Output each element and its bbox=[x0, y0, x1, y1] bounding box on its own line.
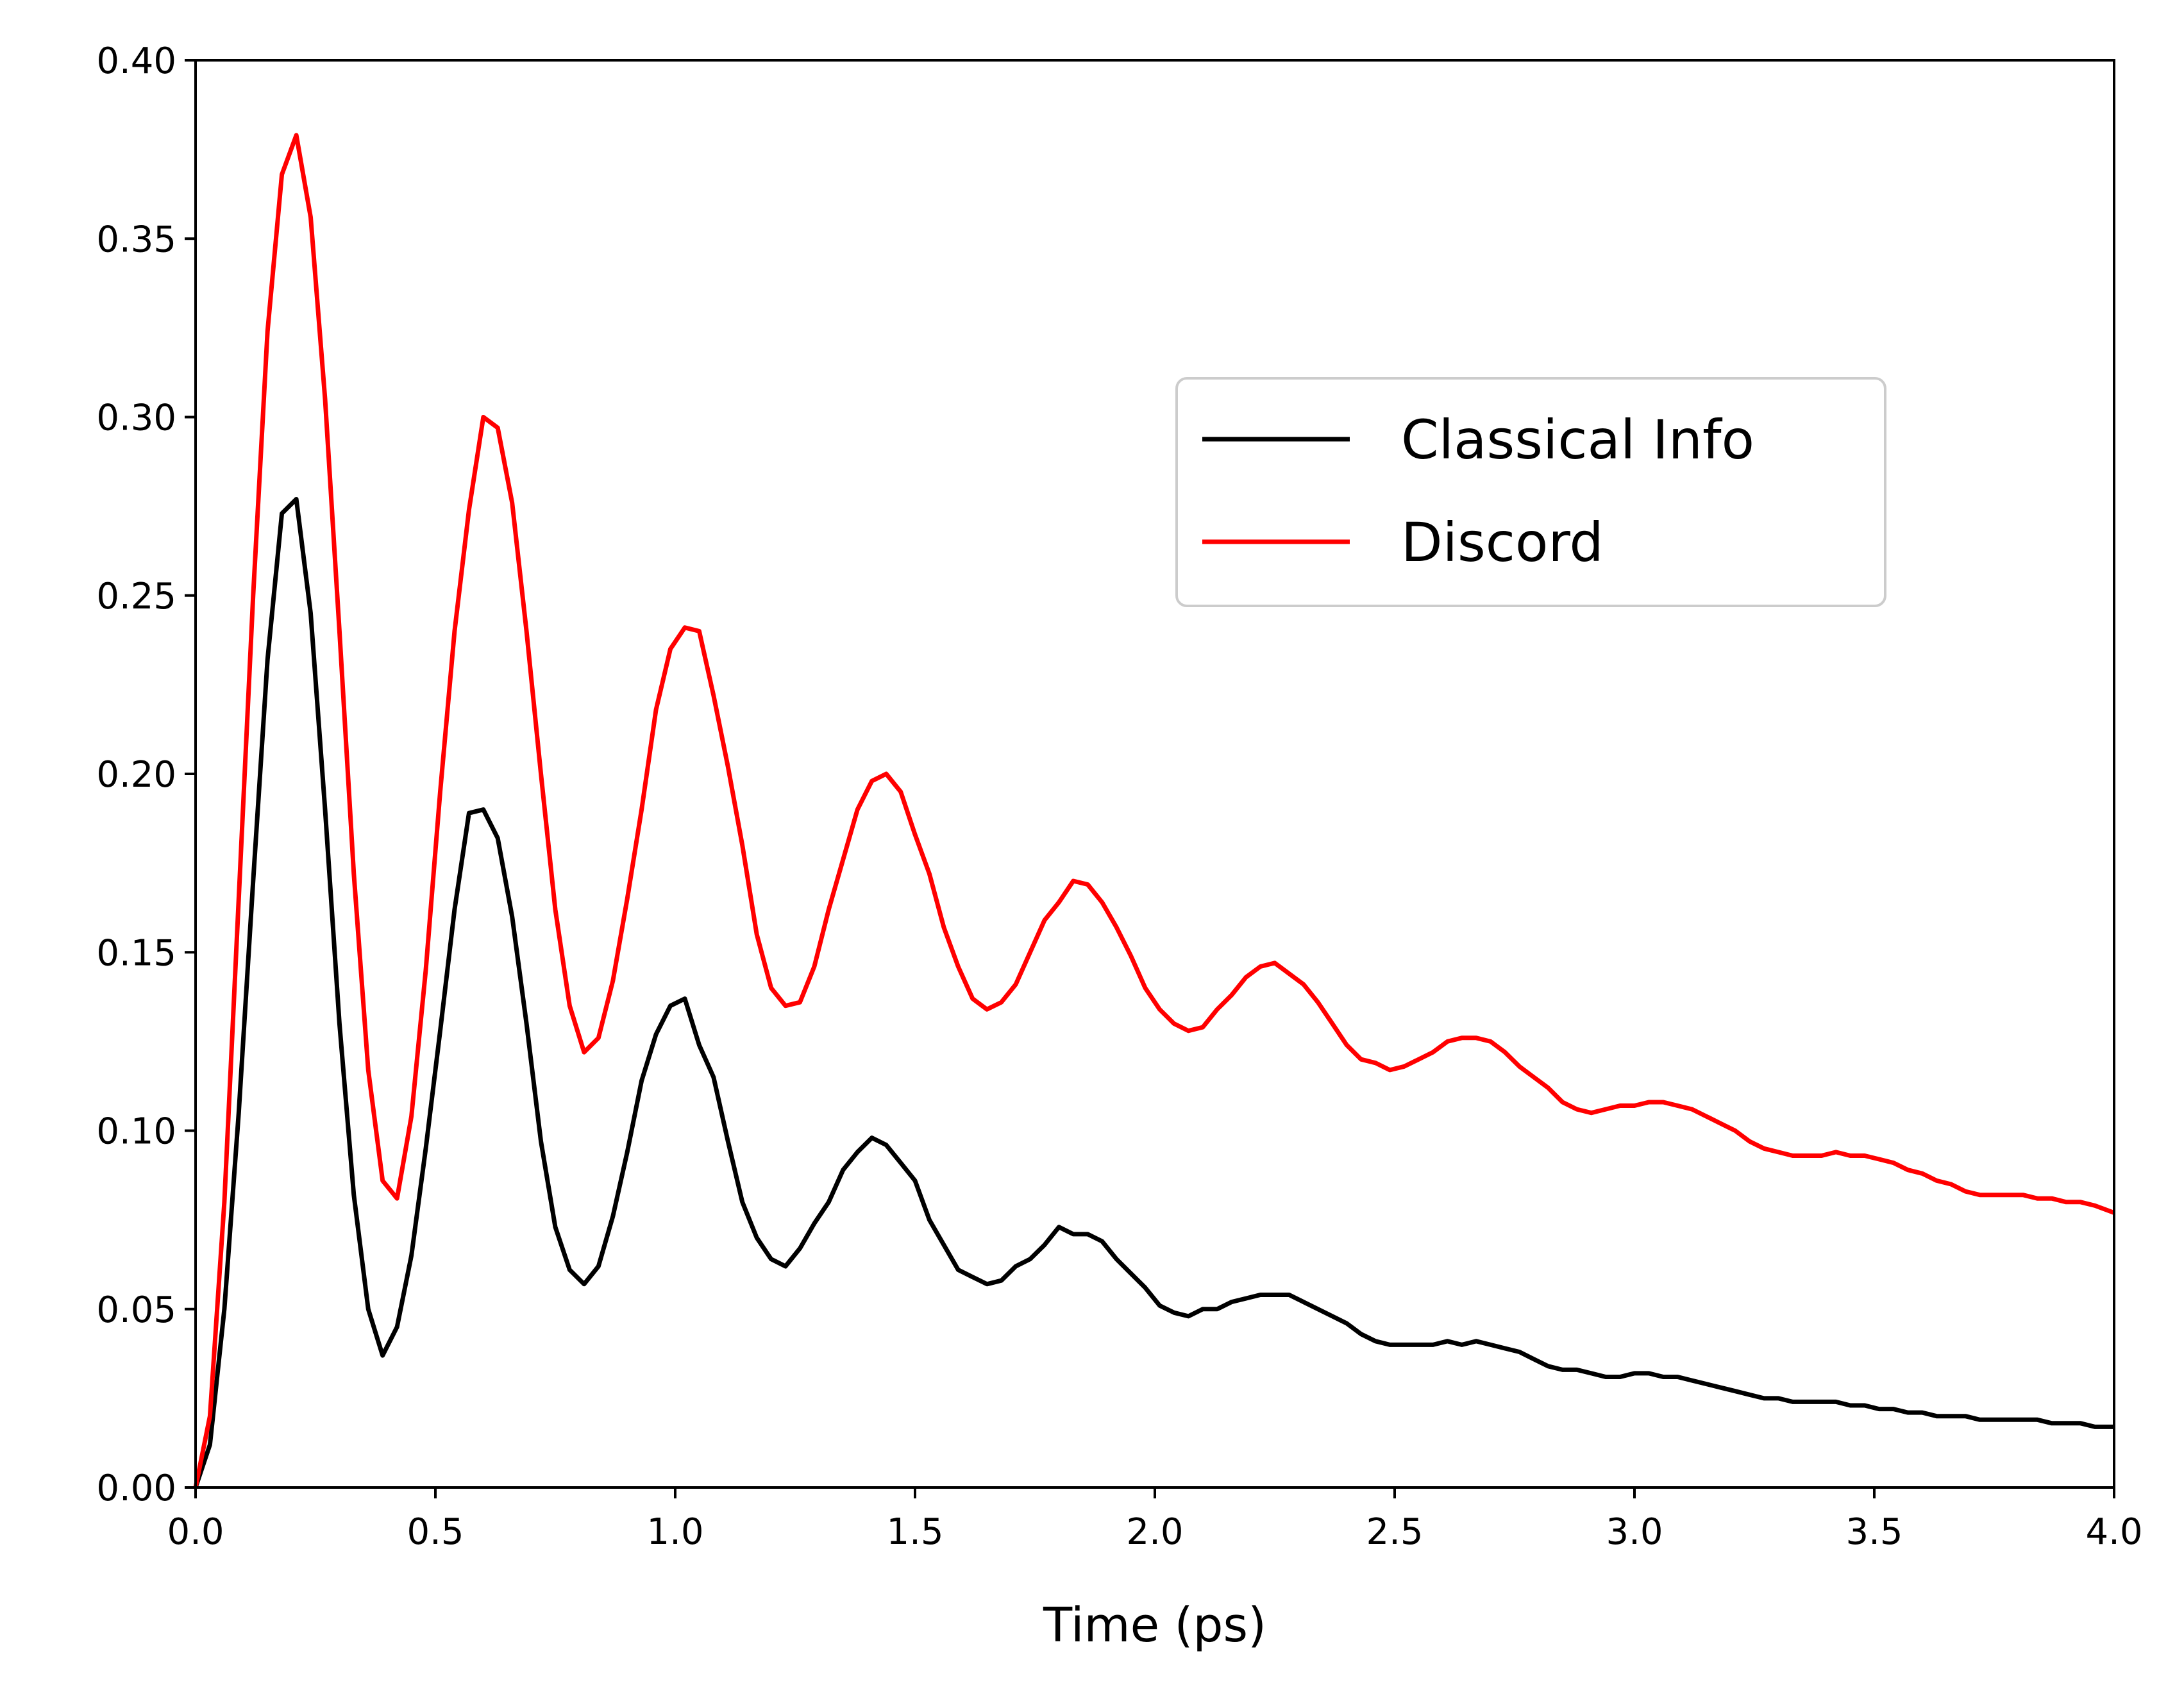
y-tick-label: 0.15 bbox=[96, 932, 176, 974]
y-tick-label: 0.30 bbox=[96, 398, 176, 439]
x-tick-label: 1.5 bbox=[886, 1511, 943, 1553]
x-tick-label: 0.5 bbox=[407, 1511, 464, 1553]
x-tick-label: 3.5 bbox=[1845, 1511, 1903, 1553]
y-tick-label: 0.05 bbox=[96, 1289, 176, 1331]
x-tick-label: 3.0 bbox=[1606, 1511, 1663, 1553]
y-tick-label: 0.25 bbox=[96, 576, 176, 617]
legend: Classical Info Discord bbox=[1175, 377, 1886, 607]
legend-label-1: Discord bbox=[1401, 511, 1604, 574]
legend-box bbox=[1175, 377, 1886, 607]
x-axis-label: Time (ps) bbox=[1043, 1598, 1266, 1653]
x-tick-label: 2.5 bbox=[1366, 1511, 1423, 1553]
x-tick-label: 4.0 bbox=[2085, 1511, 2142, 1553]
y-tick-label: 0.00 bbox=[96, 1468, 176, 1509]
y-axis: 0.00 0.05 0.10 0.15 0.20 0.25 0.30 0.35 0.40 bbox=[96, 40, 196, 1509]
y-tick-label: 0.10 bbox=[96, 1111, 176, 1153]
y-tick-label: 0.35 bbox=[96, 219, 176, 260]
y-tick-label: 0.20 bbox=[96, 754, 176, 796]
series-line-1 bbox=[193, 133, 2115, 1488]
x-tick-label: 2.0 bbox=[1126, 1511, 1183, 1553]
y-tick-label: 0.40 bbox=[96, 40, 176, 82]
x-axis: 0.0 0.5 1.0 1.5 2.0 2.5 3.0 3.5 4.0 bbox=[167, 1487, 2143, 1553]
series-layer bbox=[193, 133, 2115, 1489]
x-tick-label: 1.0 bbox=[646, 1511, 703, 1553]
x-tick-label: 0.0 bbox=[167, 1511, 224, 1553]
series-line-0 bbox=[193, 497, 2114, 1489]
legend-label-0: Classical Info bbox=[1401, 408, 1754, 471]
